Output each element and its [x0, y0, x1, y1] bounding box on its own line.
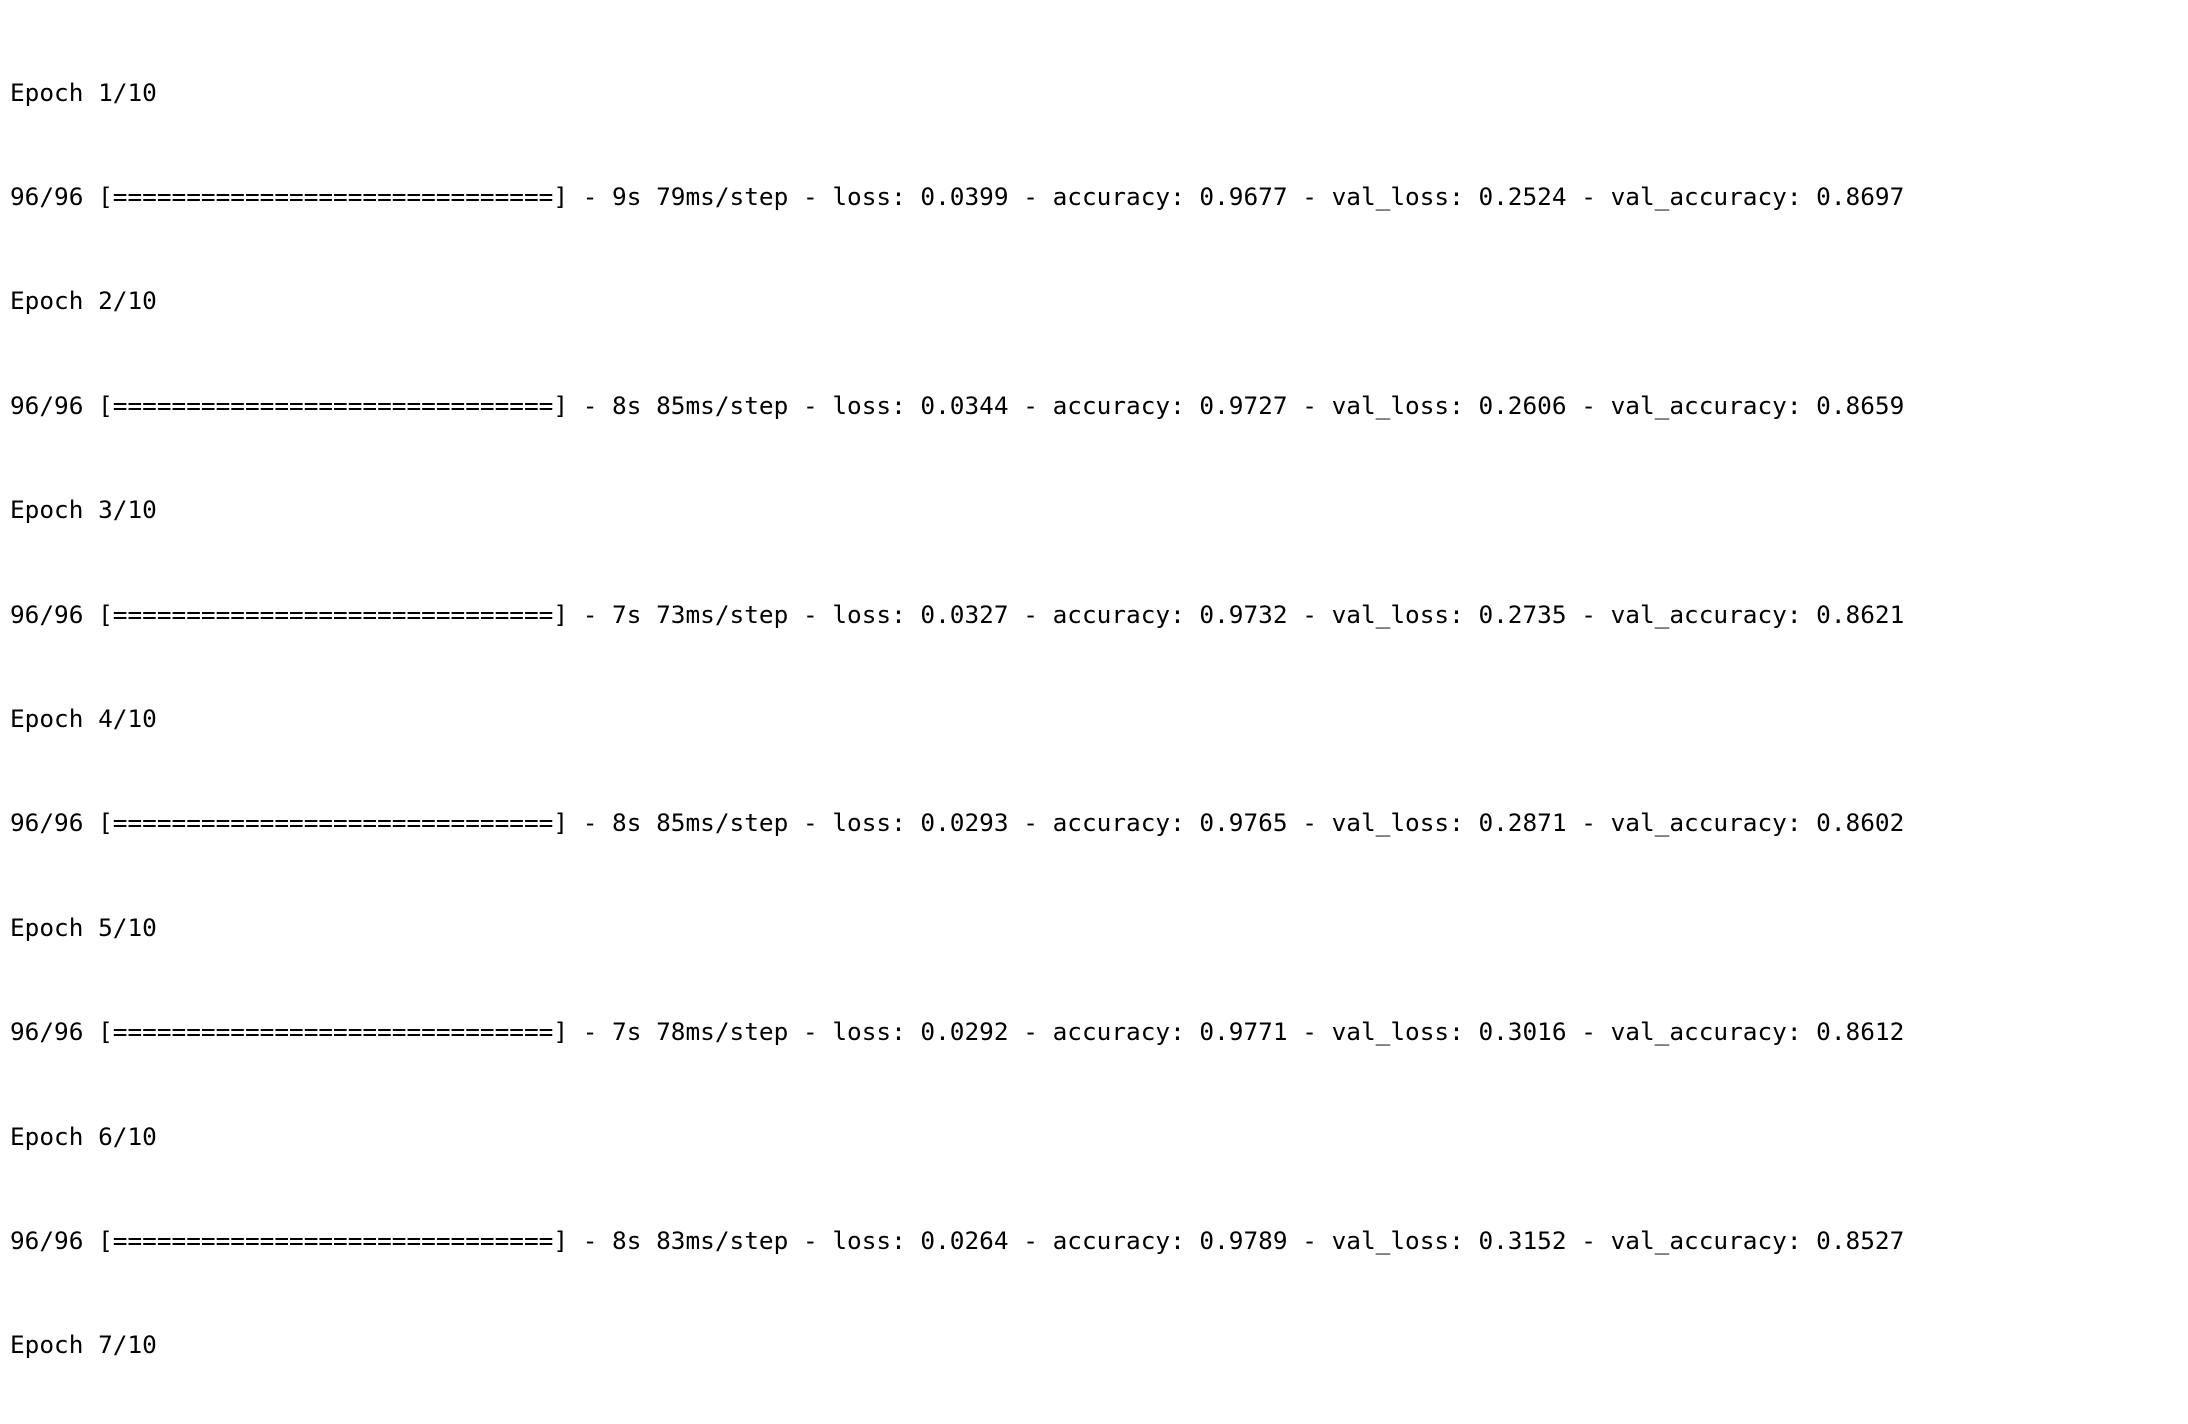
epoch-5-progress-line: 96/96 [==============================] -… — [10, 1017, 1905, 1047]
epoch-3-header: Epoch 3/10 — [10, 495, 157, 525]
epoch-1-progress-line: 96/96 [==============================] -… — [10, 181, 1905, 211]
epoch-2-progress-line: 96/96 [==============================] -… — [10, 390, 1905, 420]
epoch-6-progress-line: 96/96 [==============================] -… — [10, 1225, 1905, 1255]
training-log-output: Epoch 1/10 96/96 [======================… — [10, 6, 2186, 1424]
epoch-3-progress-line: 96/96 [==============================] -… — [10, 599, 1905, 629]
epoch-1-header: Epoch 1/10 — [10, 77, 157, 107]
epoch-4-progress-line: 96/96 [==============================] -… — [10, 808, 1905, 838]
epoch-2-header: Epoch 2/10 — [10, 286, 157, 316]
epoch-7-header: Epoch 7/10 — [10, 1330, 157, 1360]
epoch-4-header: Epoch 4/10 — [10, 703, 157, 733]
epoch-5-header: Epoch 5/10 — [10, 912, 157, 942]
epoch-6-header: Epoch 6/10 — [10, 1121, 157, 1151]
